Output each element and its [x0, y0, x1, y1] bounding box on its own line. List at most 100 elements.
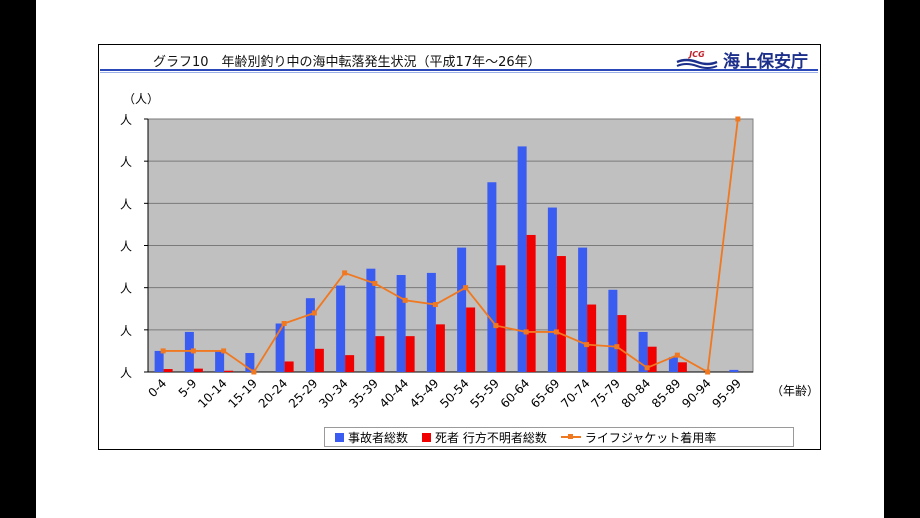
x-axis-unit: （年齢）	[771, 383, 819, 398]
x-tick-label: 45-49	[407, 376, 442, 411]
rate-point	[614, 344, 620, 350]
bar-total	[215, 350, 225, 372]
rate-point	[432, 302, 438, 308]
legend-label-dead: 死者 行方不明者総数	[435, 430, 547, 445]
chart-figure: グラフ10 年齢別釣り中の海中転落発生状況（平成17年～26年） JCG 海上保…	[98, 44, 821, 450]
bar-dead	[587, 304, 597, 372]
bar-dead	[435, 324, 445, 372]
x-tick-labels: 0-4 5-910-1415-1920-2425-2930-3435-3940-4…	[145, 376, 744, 411]
y-tick-label: 人	[120, 282, 132, 296]
x-tick-label: 95-99	[709, 376, 744, 411]
rate-point	[160, 348, 166, 354]
rate-line	[163, 118, 739, 374]
title-rule	[100, 69, 818, 71]
rate-point	[342, 270, 348, 276]
legend-swatch-dead	[422, 432, 432, 442]
bar-total	[366, 268, 376, 372]
bar-dead	[375, 336, 385, 372]
bar-total	[608, 289, 618, 372]
y-tick-label: 人	[120, 155, 132, 169]
bar-dead	[284, 361, 294, 372]
bar-dead	[345, 355, 355, 372]
bar-dead	[466, 307, 476, 372]
bar-total	[578, 247, 588, 372]
x-tick-label: 5-9	[176, 376, 200, 400]
bar-total	[457, 247, 467, 372]
bar-dead	[314, 348, 324, 372]
bar-dead	[193, 368, 203, 372]
rate-point	[372, 280, 378, 286]
x-tick-label: 25-29	[286, 376, 321, 411]
bar-total	[396, 275, 406, 372]
bar-dead	[163, 369, 173, 372]
jcg-logo: JCG 海上保安庁	[675, 48, 808, 72]
bar-dead	[405, 336, 415, 372]
rate-point	[735, 116, 741, 122]
legend-label-rate: ライフジャケット着用率	[584, 430, 717, 445]
bar-total	[154, 350, 164, 372]
bar-dead	[224, 370, 234, 372]
rate-point	[281, 321, 287, 327]
x-tick-label: 0-4	[145, 376, 169, 400]
rate-line-group	[160, 116, 741, 375]
x-tick-label: 10-14	[195, 376, 230, 411]
y-tick-label: 人	[120, 197, 132, 211]
x-tick-label: 80-84	[619, 376, 654, 411]
legend-item-rate: ライフジャケット着用率	[560, 429, 717, 446]
x-tick-label: 75-79	[588, 376, 623, 411]
legend-item-dead: 死者 行方不明者総数	[422, 429, 547, 446]
rate-point	[493, 323, 499, 329]
bar-dead	[647, 346, 657, 372]
x-tick-label: 65-69	[528, 376, 563, 411]
title-rule-secondary	[100, 72, 818, 73]
logo-mark-text: JCG	[687, 50, 705, 59]
bar-total	[638, 331, 648, 372]
slide-canvas: グラフ10 年齢別釣り中の海中転落発生状況（平成17年～26年） JCG 海上保…	[36, 0, 884, 518]
bar-total	[487, 182, 497, 372]
rate-point	[553, 329, 559, 335]
x-tick-label: 35-39	[346, 376, 381, 411]
rate-point	[523, 329, 529, 335]
rate-point	[644, 365, 650, 371]
x-tick-label: 15-19	[225, 376, 260, 411]
x-tick-label: 55-59	[467, 376, 502, 411]
x-tick-label: 50-54	[437, 376, 472, 411]
x-tick-label: 85-89	[649, 376, 684, 411]
chart-legend: 事故者総数 死者 行方不明者総数 ライフジャケット着用率	[324, 427, 794, 447]
y-tick-label: 人	[120, 366, 132, 380]
y-tick-label: 人	[120, 113, 132, 127]
x-tick-label: 40-44	[377, 376, 412, 411]
y-tick-label: 人	[120, 324, 132, 338]
rate-point	[705, 369, 711, 375]
rate-point	[463, 285, 469, 291]
bar-total	[517, 146, 527, 372]
bars-group	[154, 146, 739, 372]
rate-point	[221, 348, 227, 354]
y-tick-label: 人	[120, 240, 132, 254]
bar-total	[275, 323, 285, 372]
bar-dead	[496, 265, 506, 372]
legend-item-total: 事故者総数	[335, 429, 408, 446]
x-tick-label: 90-94	[679, 376, 714, 411]
x-tick-label: 20-24	[256, 376, 291, 411]
rate-point	[584, 342, 590, 348]
bar-total	[184, 331, 194, 372]
chart-title: グラフ10 年齢別釣り中の海中転落発生状況（平成17年～26年）	[153, 55, 541, 70]
bar-total	[245, 353, 255, 372]
legend-swatch-total	[335, 432, 344, 442]
x-tick-label: 70-74	[558, 376, 593, 411]
bar-dead	[526, 234, 536, 372]
rate-point	[402, 297, 408, 303]
rate-point	[674, 352, 680, 358]
y-axis-unit: （人）	[123, 92, 159, 106]
bar-total	[668, 357, 678, 372]
logo-text: 海上保安庁	[723, 51, 808, 72]
legend-swatch-rate	[560, 432, 581, 442]
bar-total	[426, 272, 436, 372]
legend-label-total: 事故者総数	[348, 430, 409, 445]
bar-total	[547, 207, 557, 372]
x-tick-label: 60-64	[498, 376, 533, 411]
bar-dead	[677, 362, 687, 372]
